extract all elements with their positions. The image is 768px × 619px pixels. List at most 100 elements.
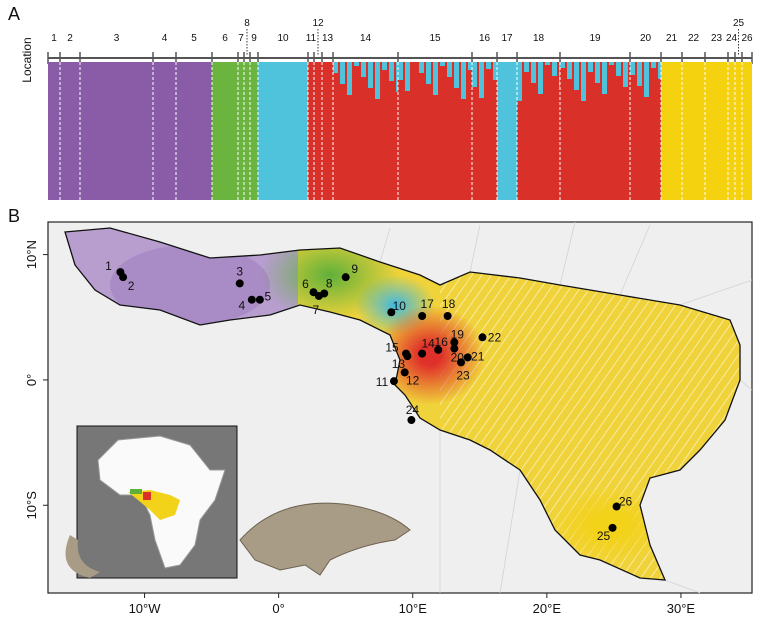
location-label: 9 bbox=[251, 33, 257, 44]
ancestry-part bbox=[486, 62, 491, 69]
ancestry-block bbox=[560, 62, 630, 200]
panel-label: B bbox=[8, 206, 20, 226]
ancestry-block bbox=[238, 62, 244, 200]
ancestry-part bbox=[531, 62, 536, 83]
location-label: 25 bbox=[733, 18, 745, 29]
ancestry-part bbox=[419, 62, 424, 73]
sample-point bbox=[320, 289, 329, 298]
sample-label: 11 bbox=[376, 375, 389, 389]
ancestry-part bbox=[454, 62, 459, 88]
sample-label: 9 bbox=[351, 262, 358, 276]
sample-label: 4 bbox=[238, 299, 245, 313]
ancestry-part bbox=[560, 62, 565, 68]
location-label: 4 bbox=[162, 33, 168, 44]
location-label: 14 bbox=[360, 33, 372, 44]
sample-label: 26 bbox=[619, 495, 633, 509]
ancestry-part bbox=[375, 62, 380, 99]
ancestry-part bbox=[426, 62, 431, 84]
ancestry-part bbox=[602, 62, 607, 94]
location-label: 23 bbox=[711, 33, 723, 44]
location-label: 20 bbox=[640, 33, 652, 44]
sample-label: 15 bbox=[385, 341, 399, 355]
ancestry-part bbox=[440, 62, 445, 66]
sample-point bbox=[450, 338, 459, 347]
ancestry-part bbox=[630, 62, 635, 75]
ancestry-block bbox=[728, 62, 735, 200]
location-label: 19 bbox=[589, 33, 601, 44]
sample-point bbox=[389, 377, 398, 386]
pangolin bbox=[239, 502, 411, 576]
sample-point bbox=[443, 312, 452, 321]
sample-point bbox=[341, 273, 350, 282]
ancestry-part bbox=[382, 62, 387, 70]
ancestry-part bbox=[595, 62, 600, 83]
location-label: 22 bbox=[688, 33, 700, 44]
ancestry-block bbox=[80, 62, 153, 200]
sample-label: 22 bbox=[488, 330, 502, 344]
ancestry-part bbox=[616, 62, 621, 76]
ancestry-part bbox=[333, 62, 338, 73]
ancestry-block bbox=[60, 62, 80, 200]
y-tick-label: 10°N bbox=[24, 240, 39, 269]
sample-label: 8 bbox=[326, 276, 333, 290]
x-tick-label: 20°E bbox=[533, 601, 562, 616]
ancestry-part bbox=[524, 62, 529, 72]
ancestry-block bbox=[661, 62, 682, 200]
ancestry-block bbox=[244, 62, 250, 200]
ancestry-part bbox=[447, 62, 452, 77]
ancestry-part bbox=[588, 62, 593, 72]
country-borders bbox=[379, 221, 753, 594]
location-label: 3 bbox=[114, 33, 120, 44]
ancestry-block bbox=[48, 62, 60, 200]
sample-point bbox=[612, 502, 621, 511]
sample-label: 17 bbox=[420, 297, 434, 311]
x-tick-label: 30°E bbox=[667, 601, 696, 616]
sample-point bbox=[608, 523, 617, 532]
location-label: 2 bbox=[67, 33, 73, 44]
ancestry-block bbox=[153, 62, 176, 200]
ancestry-part bbox=[398, 62, 403, 80]
inset-range bbox=[130, 489, 142, 494]
sample-label: 19 bbox=[451, 327, 465, 341]
ancestry-part bbox=[651, 62, 656, 68]
ancestry-part bbox=[552, 62, 557, 76]
ancestry-part bbox=[517, 62, 522, 101]
ancestry-part bbox=[340, 62, 345, 84]
ancestry-part bbox=[347, 62, 352, 95]
sample-label: 18 bbox=[442, 297, 456, 311]
location-label: 24 bbox=[726, 33, 738, 44]
sample-point bbox=[402, 349, 411, 358]
location-label: 16 bbox=[479, 33, 491, 44]
ancestry-part bbox=[361, 62, 366, 77]
sample-point bbox=[478, 333, 487, 342]
sample-point bbox=[418, 312, 427, 321]
sample-label: 24 bbox=[406, 403, 420, 417]
ancestry-block bbox=[322, 62, 333, 200]
sample-label: 25 bbox=[597, 529, 611, 543]
location-label: 15 bbox=[429, 33, 441, 44]
ancestry-part bbox=[472, 62, 477, 87]
sample-point bbox=[450, 344, 459, 353]
sample-label: 10 bbox=[393, 299, 407, 313]
sample-label: 1 bbox=[105, 259, 112, 273]
ancestry-part bbox=[623, 62, 628, 87]
ancestry-part bbox=[493, 62, 498, 80]
ancestry-part bbox=[644, 62, 649, 97]
ancestry-block bbox=[333, 62, 398, 200]
ancestry-part bbox=[567, 62, 572, 79]
ancestry-part bbox=[368, 62, 373, 88]
location-label: 5 bbox=[191, 33, 197, 44]
y-tick-label: 10°S bbox=[24, 491, 39, 520]
location-label: 11 bbox=[306, 33, 317, 44]
sample-point bbox=[457, 358, 466, 367]
sample-label: 14 bbox=[421, 337, 435, 351]
ancestry-part bbox=[658, 62, 663, 79]
axis-label: Location bbox=[20, 37, 34, 82]
location-label: 21 bbox=[666, 33, 678, 44]
inset-range bbox=[128, 490, 180, 520]
ancestry-block bbox=[258, 62, 308, 200]
ancestry-part bbox=[479, 62, 484, 98]
sample-label: 7 bbox=[313, 303, 320, 317]
